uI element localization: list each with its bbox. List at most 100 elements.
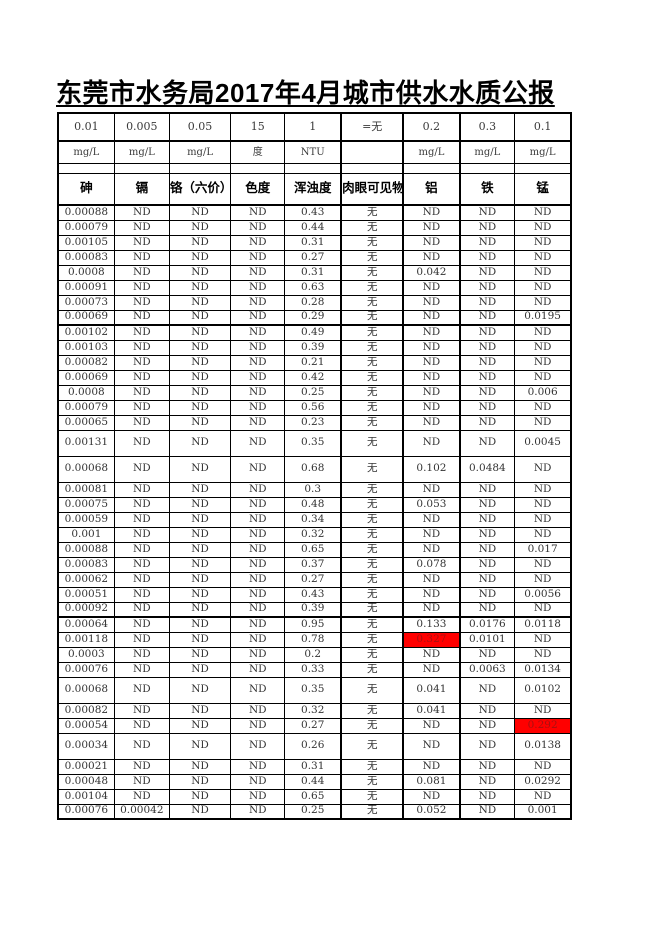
data-cell: ND — [514, 249, 572, 266]
data-cell: 无 — [340, 339, 405, 356]
data-cell: 0.00131 — [57, 429, 115, 457]
data-cell: ND — [459, 556, 516, 573]
data-cell: 无 — [340, 414, 405, 431]
unit-cell — [340, 140, 405, 164]
data-cell: 0.00082 — [57, 702, 115, 719]
data-cell: 0.00079 — [57, 219, 115, 236]
table-row: 0.001 ND ND ND 0.32 无 ND ND ND — [57, 526, 572, 543]
data-cell: ND — [402, 586, 461, 603]
limit-cell: 0.05 — [168, 112, 232, 142]
data-cell: ND — [113, 601, 170, 618]
data-cell: ND — [459, 586, 516, 603]
table-row: 0.00068 ND ND ND 0.35 无 0.041 ND 0.0102 — [57, 676, 572, 704]
data-cell: ND — [113, 616, 170, 633]
data-cell: ND — [230, 219, 286, 236]
table-row: 0.00118 ND ND ND 0.78 无 0.327 0.0101 ND — [57, 631, 572, 648]
data-cell: ND — [402, 526, 461, 543]
data-cell: 0.00051 — [57, 586, 115, 603]
data-cell: ND — [514, 279, 572, 296]
data-cell: ND — [230, 204, 286, 221]
data-cell: ND — [459, 219, 516, 236]
table-row: 0.01 0.005 0.05 15 1 =无 0.2 0.3 0.1 — [57, 112, 572, 142]
data-cell: 无 — [340, 717, 405, 734]
data-cell: ND — [168, 309, 232, 326]
data-cell: ND — [402, 758, 461, 775]
data-cell: ND — [402, 309, 461, 326]
data-cell: ND — [113, 324, 170, 341]
column-header: 铬（六价） — [168, 172, 232, 206]
column-header: 铁 — [459, 172, 516, 206]
data-cell: ND — [459, 496, 516, 513]
data-cell: 无 — [340, 481, 405, 498]
data-cell: 0.28 — [284, 294, 342, 311]
data-cell: ND — [230, 481, 286, 498]
data-cell: ND — [168, 773, 232, 790]
data-cell: 无 — [340, 586, 405, 603]
table-row: 0.00059 ND ND ND 0.34 无 ND ND ND — [57, 511, 572, 528]
limit-cell: =无 — [340, 112, 405, 142]
data-cell: 0.78 — [284, 631, 342, 648]
data-cell: ND — [514, 204, 572, 221]
table-row: 0.00064 ND ND ND 0.95 无 0.133 0.0176 0.0118 — [57, 616, 572, 633]
data-cell: ND — [168, 496, 232, 513]
data-cell: ND — [514, 631, 572, 648]
data-cell: ND — [459, 384, 516, 401]
data-cell: 0.29 — [284, 309, 342, 326]
data-cell: 0.49 — [284, 324, 342, 341]
table-row: 0.00051 ND ND ND 0.43 无 ND ND 0.0056 — [57, 586, 572, 603]
data-cell: ND — [459, 339, 516, 356]
data-cell: ND — [402, 339, 461, 356]
data-cell: ND — [113, 773, 170, 790]
data-cell: 0.35 — [284, 429, 342, 457]
data-cell: ND — [168, 234, 232, 251]
data-cell: ND — [230, 631, 286, 648]
data-cell: ND — [113, 758, 170, 775]
data-cell: 0.006 — [514, 384, 572, 401]
unit-cell: 度 — [230, 140, 286, 164]
data-cell: 无 — [340, 511, 405, 528]
unit-cell: mg/L — [113, 140, 170, 164]
data-cell: ND — [168, 788, 232, 805]
data-cell: 0.0195 — [514, 309, 572, 326]
limit-cell: 0.005 — [113, 112, 170, 142]
data-cell: 0.65 — [284, 541, 342, 558]
data-cell: 0.042 — [402, 264, 461, 281]
data-cell: ND — [230, 732, 286, 760]
data-cell: ND — [514, 234, 572, 251]
data-cell: ND — [168, 601, 232, 618]
data-cell: 0.48 — [284, 496, 342, 513]
data-cell: ND — [514, 496, 572, 513]
data-cell: ND — [230, 264, 286, 281]
data-cell: 0.0292 — [514, 773, 572, 790]
table-row: 0.00091 ND ND ND 0.63 无 ND ND ND — [57, 279, 572, 296]
data-cell: 0.00104 — [57, 788, 115, 805]
data-cell: ND — [514, 646, 572, 663]
data-cell: ND — [402, 249, 461, 266]
data-cell: 无 — [340, 803, 405, 820]
data-cell: 无 — [340, 354, 405, 371]
data-cell: 0.32 — [284, 526, 342, 543]
unit-cell: NTU — [284, 140, 342, 164]
data-cell: ND — [459, 676, 516, 704]
data-cell: ND — [402, 571, 461, 588]
data-cell: 0.041 — [402, 702, 461, 719]
data-cell: ND — [113, 219, 170, 236]
data-cell: ND — [113, 354, 170, 371]
data-cell: 0.00081 — [57, 481, 115, 498]
table-row: 0.00065 ND ND ND 0.23 无 ND ND ND — [57, 414, 572, 431]
data-cell: 0.32 — [284, 702, 342, 719]
exceedance-cell: 0.292 — [514, 717, 572, 734]
data-cell: 无 — [340, 661, 405, 678]
data-cell: ND — [459, 481, 516, 498]
table-row: 0.00082 ND ND ND 0.21 无 ND ND ND — [57, 354, 572, 371]
data-cell: 无 — [340, 496, 405, 513]
data-cell: 0.27 — [284, 571, 342, 588]
data-cell: ND — [168, 481, 232, 498]
data-cell: 0.00064 — [57, 616, 115, 633]
data-cell: 0.00076 — [57, 661, 115, 678]
data-cell: 0.0008 — [57, 384, 115, 401]
table-header: 0.01 0.005 0.05 15 1 =无 0.2 0.3 0.1 mg/L mg/L mg/L 度… — [57, 112, 572, 206]
data-cell: 无 — [340, 732, 405, 760]
data-cell: 0.00103 — [57, 339, 115, 356]
data-cell: 0.00102 — [57, 324, 115, 341]
